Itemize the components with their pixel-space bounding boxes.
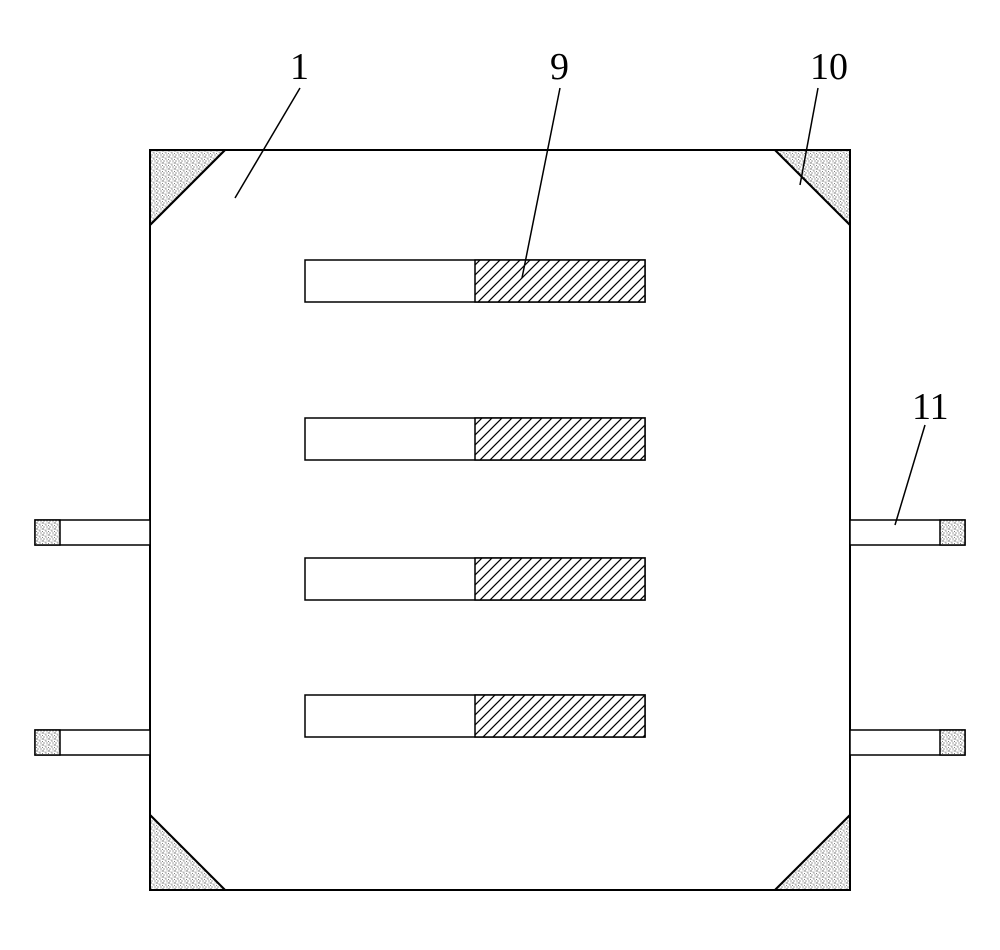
- leader-1: [235, 88, 300, 198]
- slot-3: [305, 558, 645, 600]
- corner-triangle-bl: [150, 815, 225, 890]
- corner-triangle-tl: [150, 150, 225, 225]
- handle-right-2: [850, 730, 965, 755]
- diagram-svg: [0, 0, 1000, 945]
- slot-1: [305, 260, 645, 302]
- label-9: 9: [550, 45, 569, 89]
- handle-left-1: [35, 520, 150, 545]
- handle-left-2: [35, 730, 150, 755]
- corner-triangle-tr: [775, 150, 850, 225]
- technical-diagram: 1 9 10 11: [0, 0, 1000, 945]
- leader-9: [522, 88, 560, 278]
- handle-right-1: [850, 520, 965, 545]
- slot-4: [305, 695, 645, 737]
- label-11: 11: [912, 385, 949, 429]
- leader-11: [895, 425, 925, 525]
- label-10: 10: [810, 45, 848, 89]
- label-1: 1: [290, 45, 309, 89]
- slot-2: [305, 418, 645, 460]
- corner-triangle-br: [775, 815, 850, 890]
